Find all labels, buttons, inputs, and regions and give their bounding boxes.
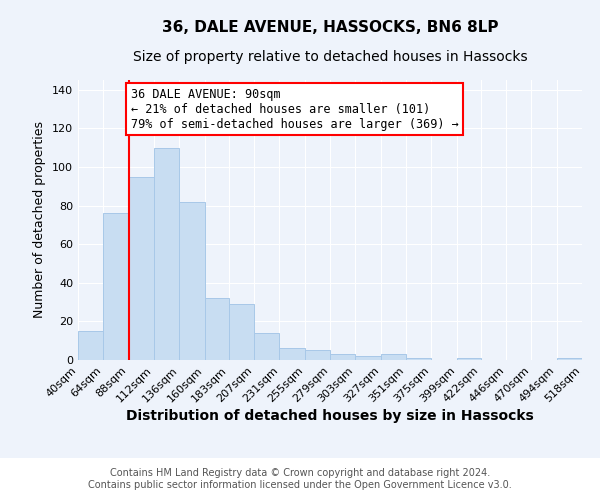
Bar bbox=[406, 358, 431, 360]
Bar bbox=[557, 358, 582, 360]
Bar bbox=[380, 354, 406, 360]
Bar bbox=[179, 202, 205, 360]
Bar bbox=[305, 350, 330, 360]
Bar bbox=[330, 354, 355, 360]
Bar bbox=[205, 298, 229, 360]
Text: Contains HM Land Registry data © Crown copyright and database right 2024.
Contai: Contains HM Land Registry data © Crown c… bbox=[88, 468, 512, 489]
X-axis label: Distribution of detached houses by size in Hassocks: Distribution of detached houses by size … bbox=[126, 410, 534, 424]
Bar bbox=[229, 304, 254, 360]
Y-axis label: Number of detached properties: Number of detached properties bbox=[34, 122, 46, 318]
Text: 36 DALE AVENUE: 90sqm
← 21% of detached houses are smaller (101)
79% of semi-det: 36 DALE AVENUE: 90sqm ← 21% of detached … bbox=[131, 88, 458, 130]
Bar bbox=[103, 213, 128, 360]
Bar bbox=[154, 148, 179, 360]
Bar bbox=[355, 356, 380, 360]
Text: 36, DALE AVENUE, HASSOCKS, BN6 8LP: 36, DALE AVENUE, HASSOCKS, BN6 8LP bbox=[162, 20, 498, 35]
Bar bbox=[128, 176, 154, 360]
Bar bbox=[457, 358, 481, 360]
Bar bbox=[254, 333, 280, 360]
Bar bbox=[280, 348, 305, 360]
Bar bbox=[78, 331, 103, 360]
Text: Size of property relative to detached houses in Hassocks: Size of property relative to detached ho… bbox=[133, 50, 527, 64]
